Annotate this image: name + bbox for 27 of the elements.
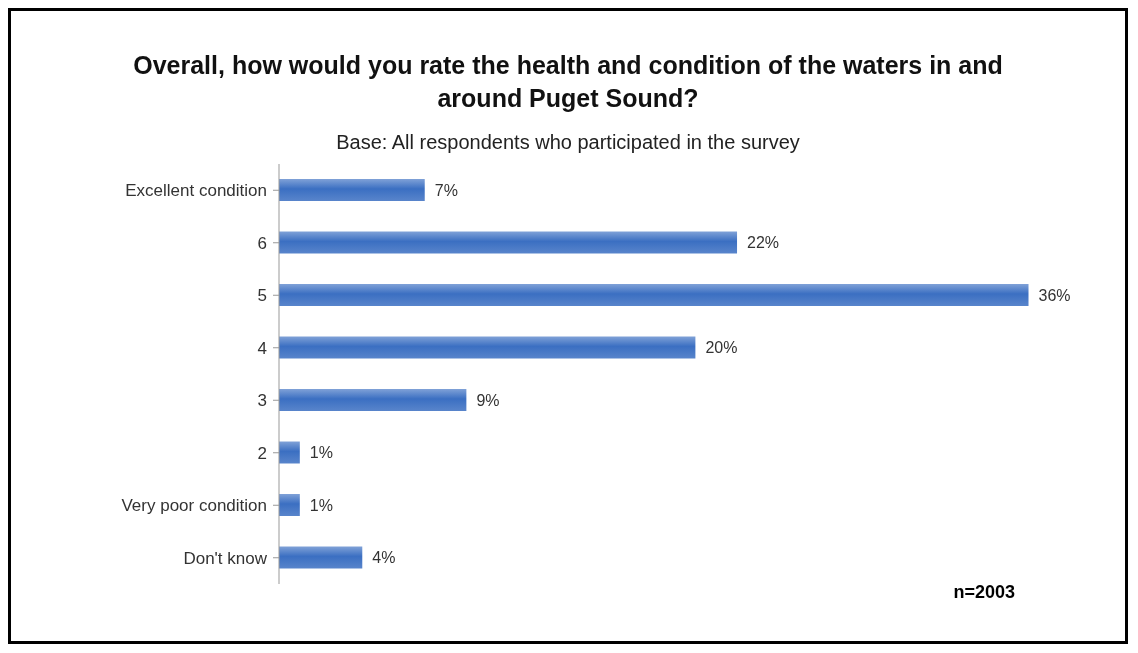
bar (279, 179, 425, 201)
data-label: 36% (1038, 286, 1071, 304)
y-tick-label: Very poor condition (121, 496, 267, 516)
bar (279, 441, 300, 464)
y-tick-label: Excellent condition (125, 181, 267, 201)
data-label: 1% (309, 496, 333, 514)
data-label: 22% (747, 234, 780, 252)
chart-title: Overall, how would you rate the health and condition of the waters in and around Puget Sound? (132, 50, 1004, 114)
bar (279, 494, 300, 516)
bar (279, 546, 363, 569)
chart-subtitle: Base: All respondents who participated in the survey (335, 131, 801, 154)
data-label: 1% (309, 444, 333, 462)
bar (279, 336, 696, 359)
y-tick-label: 6 (257, 233, 267, 253)
y-tick-label: 5 (257, 286, 267, 306)
y-tick-label: 2 (257, 443, 267, 463)
annotation: n=2003 (953, 582, 1015, 603)
y-tick-label: Don't know (183, 548, 268, 568)
y-tick-label: 4 (257, 338, 267, 358)
bar (279, 231, 738, 254)
y-tick-label: 3 (257, 391, 267, 411)
data-label: 9% (476, 391, 500, 409)
data-label: 4% (372, 549, 396, 567)
data-label: 7% (434, 181, 458, 199)
data-label: 20% (705, 339, 738, 357)
bar (279, 284, 1029, 306)
bar (279, 389, 467, 411)
